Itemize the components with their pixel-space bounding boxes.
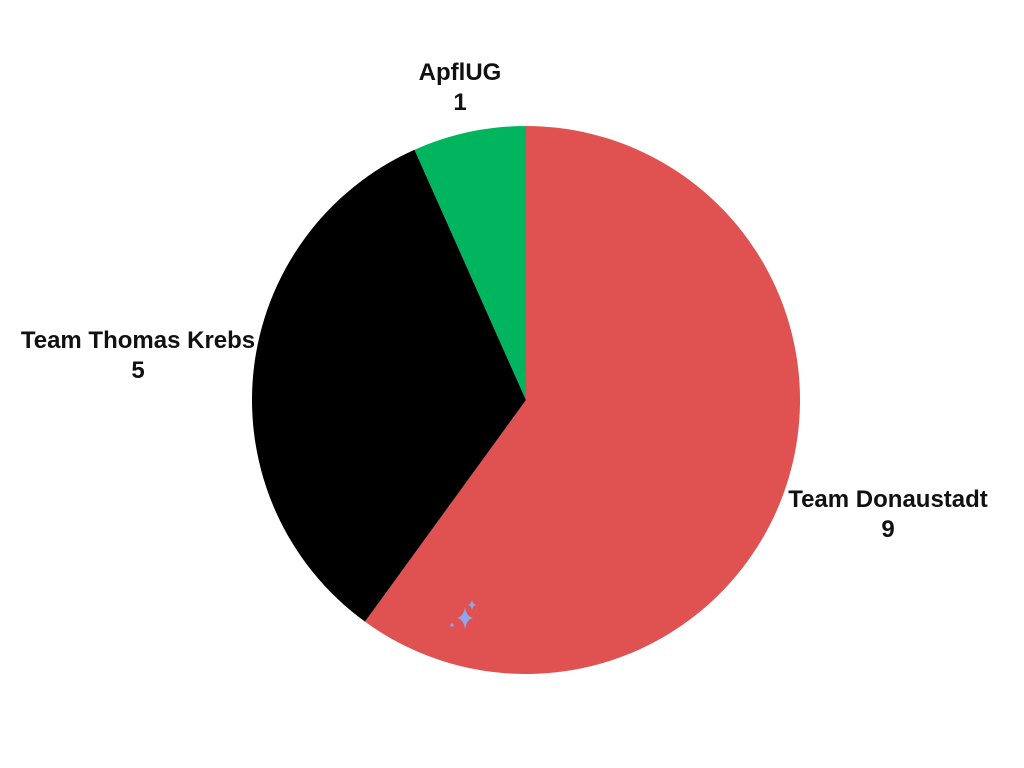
slice-label-team-thomas-krebs: Team Thomas Krebs 5 bbox=[21, 326, 255, 386]
pie-slice-team-donaustadt bbox=[364, 126, 801, 675]
pie-slice-team-thomas-krebs bbox=[252, 149, 527, 622]
pie-slice-apflug bbox=[414, 126, 526, 400]
slice-label-value: 1 bbox=[453, 89, 467, 116]
slice-label-name: ApflUG bbox=[418, 59, 502, 86]
pie-slices-group bbox=[252, 126, 801, 675]
sparkle-icon bbox=[450, 600, 476, 629]
slice-label-value: 5 bbox=[131, 357, 145, 384]
slice-label-value: 9 bbox=[881, 516, 895, 543]
slice-label-team-donaustadt: Team Donaustadt 9 bbox=[788, 485, 988, 545]
slice-label-name: Team Donaustadt bbox=[788, 486, 988, 513]
sparkle-star bbox=[468, 600, 476, 610]
slice-label-apflug: ApflUG 1 bbox=[419, 58, 502, 118]
sparkle-star bbox=[450, 623, 454, 627]
slice-label-name: Team Thomas Krebs bbox=[20, 327, 256, 354]
sparkle-star bbox=[457, 607, 473, 629]
